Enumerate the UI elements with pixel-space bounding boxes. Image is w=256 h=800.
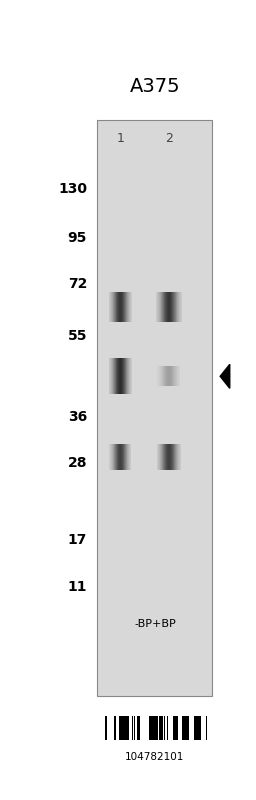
Text: 11: 11: [68, 579, 87, 594]
Bar: [157, 292, 158, 322]
Bar: [154, 716, 155, 740]
Bar: [160, 292, 161, 322]
Bar: [174, 716, 176, 740]
Text: 104782101: 104782101: [125, 752, 185, 762]
Bar: [161, 716, 163, 740]
Polygon shape: [220, 364, 230, 388]
Bar: [181, 292, 182, 322]
Bar: [180, 292, 181, 322]
Bar: [157, 716, 158, 740]
Bar: [121, 716, 124, 740]
Bar: [176, 716, 178, 740]
Bar: [165, 292, 166, 322]
Bar: [115, 716, 116, 740]
Bar: [170, 292, 171, 322]
Text: 130: 130: [58, 182, 87, 196]
Bar: [153, 716, 154, 740]
Bar: [174, 292, 175, 322]
Bar: [106, 716, 108, 740]
Bar: [161, 292, 162, 322]
Bar: [179, 292, 180, 322]
Bar: [159, 716, 161, 740]
Bar: [182, 716, 185, 740]
Bar: [166, 292, 167, 322]
Text: 2: 2: [165, 132, 173, 145]
Bar: [168, 292, 169, 322]
Bar: [158, 292, 159, 322]
Text: -BP+BP: -BP+BP: [134, 619, 176, 629]
Bar: [162, 292, 163, 322]
Bar: [167, 716, 168, 740]
Bar: [159, 292, 160, 322]
Bar: [132, 716, 133, 740]
Bar: [196, 716, 197, 740]
Bar: [178, 292, 179, 322]
Bar: [134, 716, 135, 740]
Bar: [185, 716, 187, 740]
Bar: [169, 292, 170, 322]
Text: 72: 72: [68, 277, 87, 291]
Bar: [176, 292, 177, 322]
Text: 28: 28: [68, 456, 87, 470]
Bar: [124, 716, 126, 740]
Bar: [173, 292, 174, 322]
Bar: [137, 716, 140, 740]
Bar: [164, 292, 165, 322]
Text: 95: 95: [68, 231, 87, 245]
Bar: [194, 716, 196, 740]
Bar: [175, 292, 176, 322]
Text: A375: A375: [130, 77, 180, 96]
Text: 1: 1: [116, 132, 124, 145]
Bar: [172, 292, 173, 322]
Bar: [155, 716, 157, 740]
Bar: [149, 716, 151, 740]
Bar: [114, 716, 115, 740]
Text: 36: 36: [68, 410, 87, 424]
Bar: [197, 716, 200, 740]
Bar: [97, 120, 212, 696]
Bar: [163, 292, 164, 322]
Bar: [177, 292, 178, 322]
Bar: [105, 716, 106, 740]
Bar: [187, 716, 189, 740]
Text: 55: 55: [68, 329, 87, 343]
Text: 17: 17: [68, 534, 87, 547]
Bar: [151, 716, 153, 740]
Bar: [206, 716, 207, 740]
Bar: [156, 292, 157, 322]
Bar: [167, 292, 168, 322]
Bar: [171, 292, 172, 322]
Bar: [119, 716, 121, 740]
Bar: [200, 716, 201, 740]
Bar: [164, 716, 165, 740]
Bar: [126, 716, 129, 740]
